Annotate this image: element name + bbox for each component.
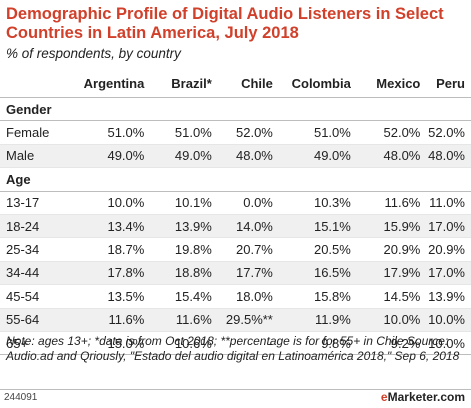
table-cell: 14.0%: [211, 214, 273, 239]
table-cell: 49.0%: [272, 144, 351, 169]
column-header: Argentina: [65, 70, 145, 98]
table-cell: 11.6%: [65, 308, 145, 332]
table-cell: 48.0%: [350, 144, 421, 169]
table-cell: 17.8%: [65, 261, 145, 286]
header-row: Argentina Brazil* Chile Colombia Mexico …: [0, 70, 471, 98]
logo-suffix: .com: [436, 390, 465, 404]
table-cell: 10.3%: [272, 191, 351, 215]
section-label: Age: [0, 167, 471, 192]
table-cell: 11.9%: [272, 308, 351, 332]
chart-id: 244091: [4, 392, 38, 403]
table-cell: 10.0%: [350, 308, 421, 332]
table-cell: 11.6%: [144, 308, 212, 332]
table-cell: 49.0%: [144, 144, 212, 169]
table-row: Male 49.0% 49.0% 48.0% 49.0% 48.0% 48.0%: [0, 144, 471, 169]
table-cell: 18.0%: [211, 284, 273, 309]
table-cell: 15.1%: [272, 214, 351, 239]
table-cell: 15.8%: [272, 284, 351, 309]
section-header-row: Gender: [0, 97, 471, 122]
column-header: Mexico: [350, 70, 421, 98]
row-label: 25-34: [0, 237, 66, 262]
table-row: 65+ 15.0% 10.6% -9.8% 9.2% 10.0%: [0, 331, 471, 356]
table-cell: 29.5%**: [211, 308, 273, 332]
table-cell: 13.4%: [65, 214, 145, 239]
chart-subtitle: % of respondents, by country: [6, 46, 181, 61]
column-header: Brazil*: [144, 70, 212, 98]
row-label: 65+: [0, 331, 66, 356]
table-cell: 9.8%: [272, 331, 351, 356]
table-row: 34-44 17.8% 18.8% 17.7% 16.5% 17.9% 17.0%: [0, 261, 471, 286]
table-row: 13-17 10.0% 10.1% 0.0% 10.3% 11.6% 11.0%: [0, 191, 471, 215]
table-cell: 17.7%: [211, 261, 273, 286]
table-cell: 9.2%: [350, 331, 421, 356]
table-cell: 52.0%: [350, 120, 421, 145]
table-cell: 48.0%: [211, 144, 273, 169]
table-row: 25-34 18.7% 19.8% 20.7% 20.5% 20.9% 20.9%: [0, 237, 471, 262]
table-cell: 10.0%: [65, 191, 145, 215]
table-cell: 13.5%: [65, 284, 145, 309]
row-label: 34-44: [0, 261, 66, 286]
table-cell: 10.0%: [420, 308, 471, 332]
section-header-row: Age: [0, 167, 471, 192]
table-cell: 17.0%: [420, 261, 471, 286]
table-cell: 13.9%: [144, 214, 212, 239]
chart-note: Note: ages 13+; *data is from Oct 2018; …: [6, 334, 460, 363]
data-table: Argentina Brazil* Chile Colombia Mexico …: [0, 70, 471, 356]
table-cell: 15.4%: [144, 284, 212, 309]
table-cell: 20.9%: [350, 237, 421, 262]
table-cell: 15.9%: [350, 214, 421, 239]
table-cell: 51.0%: [272, 120, 351, 145]
table-cell: 17.9%: [350, 261, 421, 286]
table-cell: 18.7%: [65, 237, 145, 262]
table-cell: 16.5%: [272, 261, 351, 286]
footer-divider: [0, 389, 471, 390]
table-row: Female 51.0% 51.0% 52.0% 51.0% 52.0% 52.0%: [0, 120, 471, 145]
table-cell: 20.5%: [272, 237, 351, 262]
table-cell: 10.6%: [144, 331, 212, 356]
logo-prefix: e: [380, 390, 388, 404]
table-cell: 14.5%: [350, 284, 421, 309]
table-cell: 20.9%: [420, 237, 471, 262]
table-cell: 18.8%: [144, 261, 212, 286]
chart-title: Demographic Profile of Digital Audio Lis…: [6, 5, 444, 42]
table-cell: 19.8%: [144, 237, 212, 262]
table-cell: 20.7%: [211, 237, 273, 262]
table-row: 55-64 11.6% 11.6% 29.5%** 11.9% 10.0% 10.0%: [0, 308, 471, 332]
emarketer-logo: eMarketer.com: [381, 390, 465, 404]
table-cell: 17.0%: [420, 214, 471, 239]
logo-name: Marketer: [387, 390, 437, 404]
table-cell: 52.0%: [211, 120, 273, 145]
table-cell: 15.0%: [65, 331, 145, 356]
column-header: Chile: [211, 70, 273, 98]
column-header: Colombia: [272, 70, 351, 98]
row-label: 55-64: [0, 308, 66, 332]
table-cell: 49.0%: [65, 144, 145, 169]
table-cell: 51.0%: [144, 120, 212, 145]
table-cell: 10.1%: [144, 191, 212, 215]
table-cell: 51.0%: [65, 120, 145, 145]
table-body: Gender Female 51.0% 51.0% 52.0% 51.0% 52.0% 52.…: [0, 97, 471, 356]
table-cell: 10.0%: [420, 331, 471, 356]
row-label: 45-54: [0, 284, 66, 309]
table-cell: 52.0%: [420, 120, 471, 145]
column-header: Peru: [420, 70, 471, 98]
row-label: Male: [0, 144, 66, 169]
table-cell: 48.0%: [420, 144, 471, 169]
row-label: 18-24: [0, 214, 66, 239]
section-label: Gender: [0, 97, 471, 122]
table-cell: -: [211, 331, 273, 356]
table-cell: 11.0%: [420, 191, 471, 215]
table-cell: 11.6%: [350, 191, 421, 215]
header-corner: [0, 70, 66, 98]
table-row: 45-54 13.5% 15.4% 18.0% 15.8% 14.5% 13.9%: [0, 284, 471, 309]
table-row: 18-24 13.4% 13.9% 14.0% 15.1% 15.9% 17.0%: [0, 214, 471, 239]
table-cell: 0.0%: [211, 191, 273, 215]
row-label: 13-17: [0, 191, 66, 215]
table-cell: 13.9%: [420, 284, 471, 309]
row-label: Female: [0, 120, 66, 145]
